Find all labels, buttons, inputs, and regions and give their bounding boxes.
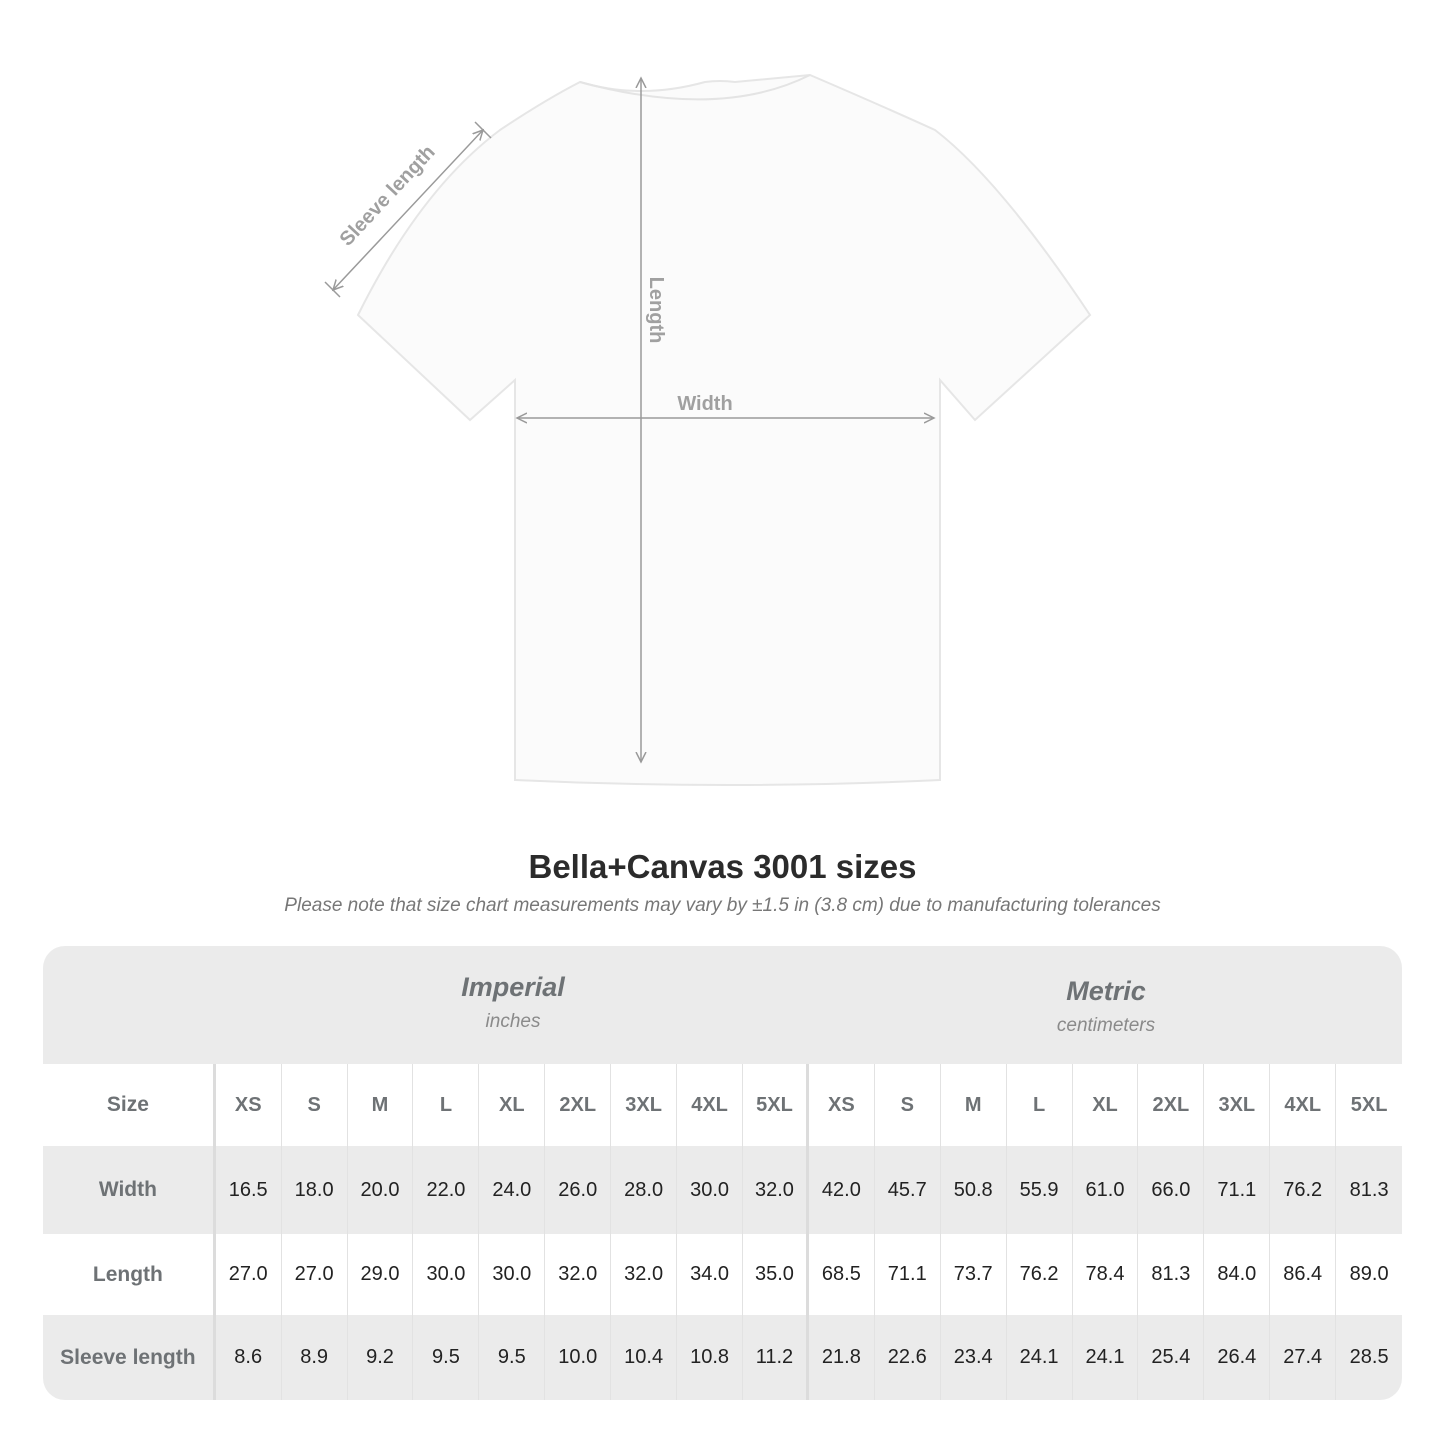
size-header-cell: M [941,1064,1007,1146]
size-header-cell: XL [1073,1064,1139,1146]
imperial-cell: 34.0 [677,1234,743,1315]
metric-cell: 42.0 [809,1146,875,1234]
metric-cell: 24.1 [1007,1315,1073,1400]
size-header-cell: 5XL [1350,1093,1388,1116]
tolerance-note: Please note that size chart measurements… [284,895,1161,916]
metric-cell: 50.8 [941,1146,1007,1234]
size-header-cell: L [1007,1064,1073,1146]
table-row: Length 27.0 27.0 29.0 30.0 30.0 32.0 32.0 34.0 35… [43,1234,1402,1315]
metric-cell: 76.2 [1007,1234,1073,1315]
table-row: Width 16.5 18.0 20.0 22.0 24.0 26.0 28.0 30.0 32.… [43,1146,1402,1234]
length-label: Length [645,277,667,344]
metric-cell: 71.1 [875,1234,941,1315]
imperial-cell: 8.6 [216,1315,282,1400]
metric-cell: 86.4 [1270,1234,1337,1315]
row-label: Length [43,1234,216,1315]
size-table: Imperial inches Metric centimeters Size X… [43,946,1402,1400]
imperial-cell: 30.0 [479,1234,546,1315]
imperial-cell: 9.2 [348,1315,414,1400]
imperial-cell: 16.5 [216,1146,282,1234]
imperial-cell: 27.0 [216,1234,282,1315]
imperial-cell: 18.0 [282,1146,348,1234]
metric-cell: 25.4 [1138,1315,1205,1400]
metric-cell: 45.7 [875,1146,941,1234]
size-header-label: Size [43,1064,216,1146]
size-header-cell: L [413,1064,480,1146]
metric-cell: 78.4 [1073,1234,1139,1315]
metric-cell: 27.4 [1270,1315,1337,1400]
imperial-cell: 26.0 [545,1146,612,1234]
size-header-cell: 4XL [677,1064,743,1146]
metric-title: Metric [1066,976,1146,1006]
imperial-cell: 32.0 [743,1146,809,1234]
imperial-cell: 11.2 [743,1315,809,1400]
imperial-cell: 10.8 [677,1315,743,1400]
metric-cell: 26.4 [1204,1315,1271,1400]
imperial-cell: 27.0 [282,1234,348,1315]
imperial-cell: 28.0 [611,1146,678,1234]
size-header-cell: M [348,1064,414,1146]
row-label: Width [43,1146,216,1234]
metric-cell: 73.7 [941,1234,1007,1315]
metric-header: Metric centimeters [810,950,1402,1068]
sleeve-arrow [333,130,483,290]
metric-unit: centimeters [1056,1015,1156,1036]
size-header-cell: 3XL [611,1064,678,1146]
imperial-cell: 10.0 [545,1315,612,1400]
size-header-row: Size XS S M L XL 2XL 3XL 4XL 5XL XS S M L XL 2XL 3XL 4XL 5… [43,1064,1402,1146]
size-header-cell: XS [216,1064,282,1146]
metric-cell: 81.3 [1349,1178,1389,1201]
imperial-cell: 35.0 [743,1234,809,1315]
metric-cell: 81.3 [1138,1234,1205,1315]
imperial-cell: 22.0 [413,1146,480,1234]
chart-title: Bella+Canvas 3001 sizes [528,848,917,885]
tshirt-shape [356,73,1092,786]
metric-cell: 55.9 [1007,1146,1073,1234]
imperial-cell: 10.4 [611,1315,678,1400]
imperial-unit: inches [485,1011,541,1032]
imperial-cell: 29.0 [348,1234,414,1315]
size-header-cell: 4XL [1270,1064,1337,1146]
tshirt-diagram: Sleeve length Length Width [324,73,1092,786]
size-header-cell: S [875,1064,941,1146]
width-label: Width [677,393,732,415]
size-header-cell: S [282,1064,348,1146]
imperial-cell: 30.0 [677,1146,743,1234]
metric-cell: 84.0 [1204,1234,1271,1315]
row-label: Sleeve length [43,1315,216,1400]
metric-cell: 24.1 [1073,1315,1139,1400]
imperial-title: Imperial [461,972,565,1002]
imperial-cell: 9.5 [479,1315,546,1400]
imperial-header: Imperial inches [216,946,810,1064]
metric-cell: 23.4 [941,1315,1007,1400]
metric-cell: 76.2 [1270,1146,1337,1234]
size-header-cell: 2XL [1138,1064,1205,1146]
size-header-cell: XS [809,1064,875,1146]
metric-cell: 28.5 [1349,1346,1389,1368]
metric-cell: 89.0 [1349,1263,1389,1285]
size-header-cell: XL [479,1064,546,1146]
metric-cell: 61.0 [1073,1146,1139,1234]
metric-cell: 21.8 [809,1315,875,1400]
imperial-cell: 30.0 [413,1234,480,1315]
metric-cell: 68.5 [809,1234,875,1315]
size-header-cell: 5XL [743,1064,809,1146]
imperial-cell: 20.0 [348,1146,414,1234]
imperial-cell: 8.9 [282,1315,348,1400]
imperial-cell: 32.0 [611,1234,678,1315]
imperial-cell: 24.0 [479,1146,546,1234]
metric-cell: 22.6 [875,1315,941,1400]
imperial-cell: 9.5 [413,1315,480,1400]
table-row: Sleeve length 8.6 8.9 9.2 9.5 9.5 10.0 10.4 10.8… [43,1315,1402,1400]
metric-cell: 66.0 [1138,1146,1205,1234]
metric-cell: 71.1 [1204,1146,1271,1234]
size-header-cell: 3XL [1204,1064,1271,1146]
size-header-cell: 2XL [545,1064,612,1146]
imperial-cell: 32.0 [545,1234,612,1315]
